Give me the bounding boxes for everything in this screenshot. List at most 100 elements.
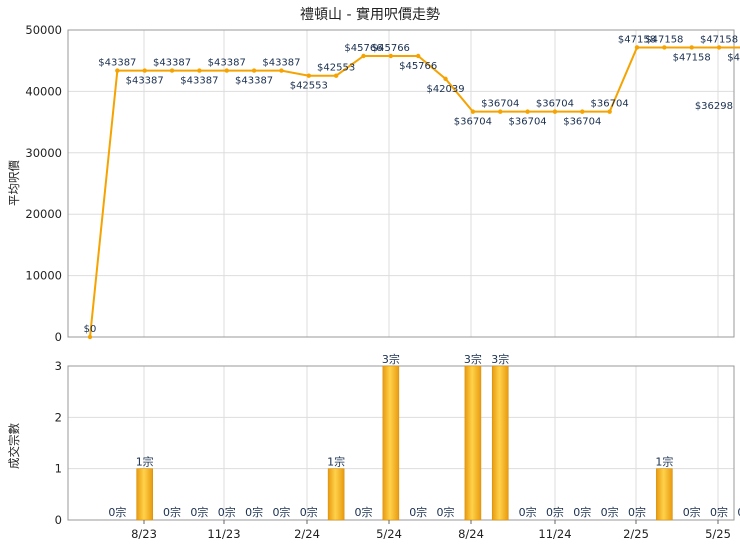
count-bar-label: 3宗 (491, 352, 509, 366)
count-bar (327, 468, 345, 521)
price-tick-label: 10000 (25, 269, 62, 283)
price-data-label: $42039 (426, 84, 464, 95)
price-tick-label: 0 (55, 330, 62, 344)
price-data-label: $36704 (591, 99, 629, 110)
count-bar-label: 0宗 (245, 505, 263, 519)
count-axis-title: 成交宗數 (7, 423, 21, 469)
count-bar-label: 0宗 (437, 505, 455, 519)
count-bar-label: 0宗 (683, 505, 701, 519)
price-data-label: $43387 (180, 76, 218, 87)
price-data-label: $36704 (481, 99, 519, 110)
count-bar-label: 0宗 (190, 505, 208, 519)
price-point (498, 109, 503, 114)
count-bar-label: 0宗 (601, 505, 619, 519)
price-point (716, 45, 722, 50)
count-bar-label: 0宗 (628, 505, 646, 519)
count-bar-label: 0宗 (710, 505, 728, 519)
count-bar-label: 0宗 (218, 505, 236, 519)
price-data-label: $47158 (618, 34, 656, 45)
price-axis-title: 平均呎價 (7, 160, 21, 206)
price-data-label: $45766 (399, 61, 437, 72)
price-point (634, 45, 640, 50)
x-tick-label: 2/25 (623, 527, 649, 541)
count-bar (491, 365, 509, 521)
transactions-bar-panel: 0 1 2 3 0宗 1宗 0宗 0宗 0宗 0宗 0宗 0宗 1宗 0宗 3宗 0宗 0宗 3宗 3宗 0宗 0宗 0宗… (55, 352, 740, 541)
count-tick-label: 0 (55, 513, 62, 527)
price-tick-label: 50000 (25, 23, 62, 37)
price-point (580, 109, 585, 114)
price-point (662, 45, 667, 50)
price-point (115, 68, 120, 73)
count-bar-label: 0宗 (409, 505, 427, 519)
count-bar-label: 0宗 (300, 505, 318, 519)
price-point (470, 109, 476, 114)
price-data-label: $47158 (673, 52, 711, 63)
price-data-label: $43387 (126, 76, 164, 87)
count-bar (464, 365, 482, 521)
price-line-panel: 0 10000 20000 30000 40000 50000 $0 $43387 $43387… (25, 23, 740, 344)
price-point (361, 53, 366, 59)
price-data-label: $43387 (153, 58, 191, 69)
price-data-label: $42553 (290, 81, 328, 92)
price-data-label: $36704 (454, 117, 492, 128)
price-data-label: $42553 (317, 63, 355, 74)
x-tick-label: 2/24 (294, 527, 320, 541)
price-data-label: $0 (84, 324, 97, 335)
count-bar-label: 0宗 (163, 505, 181, 519)
price-data-label: $36298 (695, 101, 733, 112)
price-data-label: $43387 (98, 58, 136, 69)
price-data-label: $47158 (727, 52, 740, 63)
price-point (279, 68, 284, 73)
price-point (552, 109, 558, 114)
price-tick-label: 30000 (25, 146, 62, 160)
price-tick-label: 40000 (25, 84, 62, 98)
count-tick-label: 1 (55, 462, 62, 476)
price-data-label: $36704 (563, 117, 601, 128)
price-data-label: $45766 (344, 43, 382, 54)
price-point (197, 68, 202, 73)
price-point (443, 76, 448, 82)
price-plot-frame (67, 29, 735, 338)
count-bar-label: 0宗 (546, 505, 564, 519)
price-point (87, 334, 93, 340)
price-point (388, 53, 394, 59)
price-data-label: $43387 (208, 58, 246, 69)
price-point (689, 45, 694, 50)
price-data-label: $47158 (645, 34, 683, 45)
chart-title: 禮頓山 - 實用呎價走勢 (300, 6, 440, 23)
count-bar-label: 0宗 (737, 505, 740, 519)
price-point (607, 109, 612, 114)
count-bar-label: 1宗 (655, 455, 673, 469)
price-series-line (89, 46, 740, 338)
price-point (251, 68, 257, 73)
price-data-label: $36704 (536, 99, 574, 110)
count-bar-label: 3宗 (382, 352, 400, 366)
count-tick-label: 3 (55, 359, 62, 373)
x-tick-label: 11/24 (538, 527, 571, 541)
x-tick-label: 8/24 (458, 527, 484, 541)
price-data-label: $36704 (509, 117, 547, 128)
count-bar-label: 0宗 (272, 505, 290, 519)
price-point (169, 68, 175, 73)
price-data-label: $45766 (372, 43, 410, 54)
price-point (333, 73, 339, 78)
price-tick-label: 20000 (25, 207, 62, 221)
count-bar (656, 468, 673, 521)
count-bar-label: 3宗 (464, 352, 482, 366)
count-bar (136, 468, 153, 521)
price-point (416, 53, 421, 59)
count-bar-label: 0宗 (573, 505, 591, 519)
count-bar-label: 1宗 (327, 455, 345, 469)
price-point (224, 68, 229, 73)
count-tick-label: 2 (55, 410, 62, 424)
price-data-label: $43387 (235, 76, 273, 87)
price-point (142, 68, 147, 73)
count-bar-label: 0宗 (108, 505, 126, 519)
count-plot-frame (67, 365, 735, 521)
x-tick-label: 8/23 (131, 527, 157, 541)
count-bar-label: 1宗 (136, 455, 154, 469)
price-point (306, 73, 311, 78)
x-tick-label: 5/25 (705, 527, 731, 541)
count-bar-label: 0宗 (519, 505, 537, 519)
count-bar-label: 0宗 (355, 505, 373, 519)
